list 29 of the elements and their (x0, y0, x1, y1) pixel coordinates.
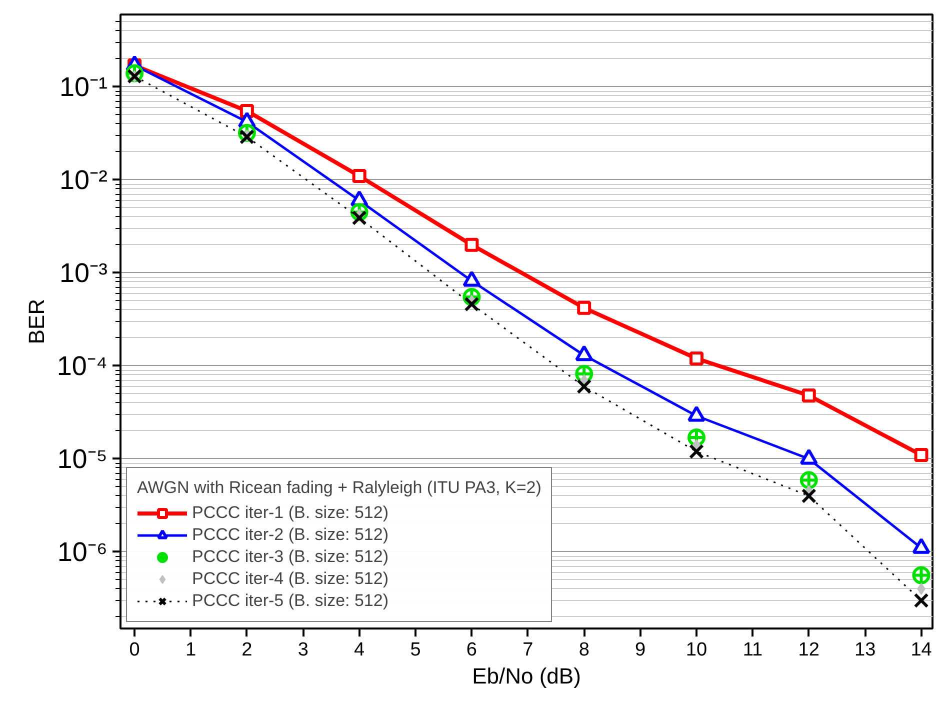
x-tick-label: 9 (635, 640, 646, 660)
legend-label: PCCC iter-2 (B. size: 512) (192, 525, 388, 545)
y-tick-label: 10⁻⁶ (57, 536, 108, 567)
x-tick-label: 7 (522, 640, 534, 660)
y-tick-label: 10⁻¹ (59, 72, 108, 102)
legend-label: PCCC iter-3 (B. size: 512) (192, 547, 388, 567)
legend-label: PCCC iter-1 (B. size: 512) (192, 503, 388, 523)
x-tick-label: 6 (466, 640, 478, 660)
x-tick-label: 2 (242, 640, 252, 660)
x-tick-label: 0 (129, 640, 140, 660)
x-tick-label: 3 (298, 640, 308, 660)
x-axis-title: Eb/No (dB) (472, 664, 581, 688)
x-tick-label: 11 (742, 640, 763, 660)
y-tick-label: 10⁻⁴ (56, 350, 108, 381)
x-tick-label: 4 (354, 640, 366, 660)
legend-title: AWGN with Ricean fading + Ralyleigh (ITU PA3, K=2) (137, 478, 542, 498)
y-tick-label: 10⁻⁵ (57, 444, 108, 474)
x-tick-label: 1 (185, 640, 196, 660)
x-tick-label: 10 (686, 640, 708, 660)
x-tick-label: 8 (578, 640, 590, 660)
y-axis-title: BER (24, 298, 49, 344)
y-tick-label: 10⁻³ (59, 258, 108, 288)
y-tick-label: 10⁻² (59, 164, 108, 195)
x-tick-label: 13 (854, 640, 876, 660)
legend-label: PCCC iter-5 (B. size: 512) (192, 591, 388, 611)
x-tick-label: 14 (910, 640, 932, 660)
x-tick-label: 5 (410, 640, 421, 660)
x-tick-label: 12 (798, 640, 820, 660)
legend-label: PCCC iter-4 (B. size: 512) (192, 569, 388, 589)
